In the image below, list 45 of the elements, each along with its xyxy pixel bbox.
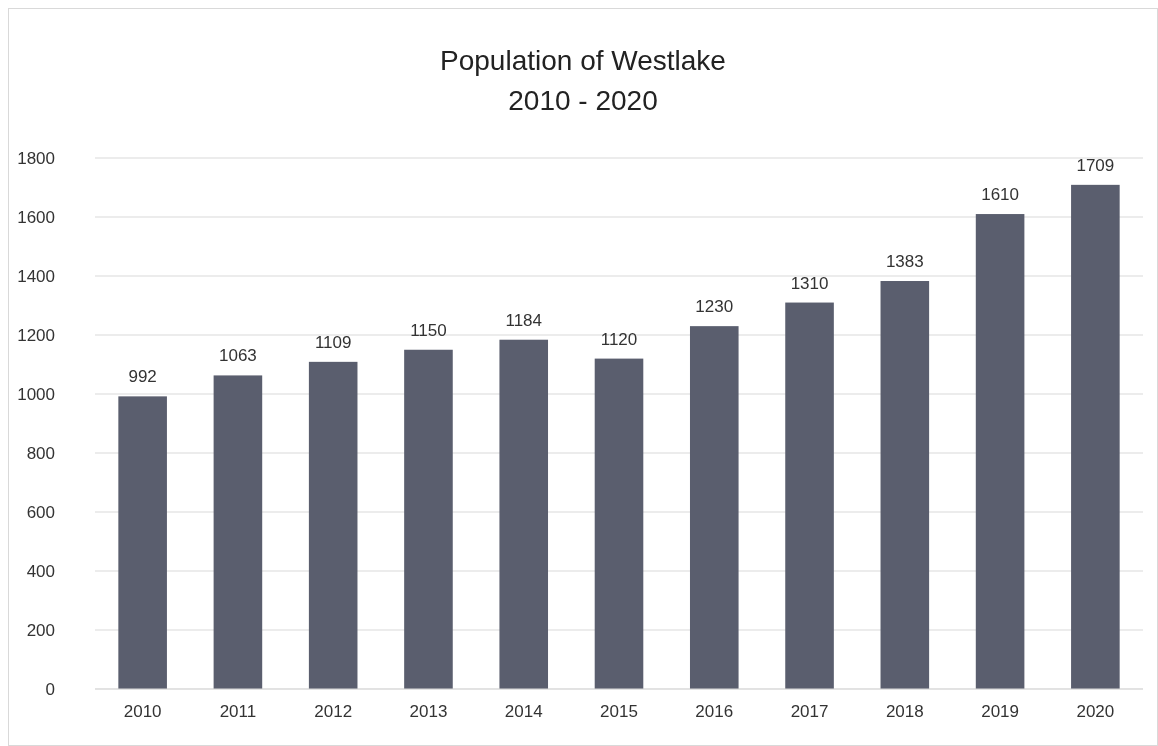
y-tick-label: 200 [26, 620, 55, 640]
x-tick-label: 2011 [219, 702, 257, 721]
data-label: 1709 [1076, 155, 1115, 175]
x-tick-label: 2012 [314, 702, 353, 721]
bar [785, 302, 834, 689]
data-label: 1150 [410, 320, 447, 340]
data-label: 1120 [600, 329, 638, 349]
bar [689, 326, 739, 689]
bar [118, 396, 167, 689]
x-tick-label: 2013 [409, 702, 448, 721]
y-tick-label: 1200 [17, 325, 55, 345]
data-label: 1310 [790, 273, 829, 293]
data-label: 1383 [885, 252, 924, 272]
data-label: 1109 [314, 332, 352, 352]
bar [213, 375, 263, 689]
x-tick-label: 2018 [885, 702, 924, 721]
x-tick-label: 2020 [1076, 702, 1115, 721]
x-tick-label: 2019 [981, 702, 1020, 721]
data-label: 1610 [981, 185, 1020, 205]
y-tick-label: 800 [26, 443, 55, 463]
y-tick-label: 1000 [17, 384, 55, 404]
x-tick-label: 2010 [123, 702, 162, 721]
y-tick-label: 1400 [17, 266, 55, 286]
y-tick-label: 600 [26, 502, 55, 522]
y-tick-label: 1600 [17, 207, 55, 227]
y-tick-label: 400 [26, 561, 55, 581]
x-tick-label: 2017 [790, 702, 829, 721]
y-tick-label: 1800 [17, 148, 55, 168]
bar [404, 349, 453, 689]
chart-title: Population of Westlake [440, 45, 726, 76]
data-label: 1063 [219, 346, 257, 366]
bar [975, 214, 1025, 689]
y-tick-label: 0 [45, 679, 55, 699]
bar [594, 358, 644, 689]
bar [1071, 184, 1120, 689]
chart-subtitle: 2010 - 2020 [508, 85, 658, 116]
data-label: 1230 [695, 297, 734, 317]
bar [499, 339, 549, 689]
x-tick-label: 2015 [600, 702, 638, 721]
data-label: 1184 [505, 310, 543, 330]
x-tick-label: 2014 [504, 702, 543, 721]
bar [880, 281, 930, 689]
x-tick-label: 2016 [695, 702, 734, 721]
bar [308, 361, 358, 689]
data-label: 992 [128, 367, 157, 387]
